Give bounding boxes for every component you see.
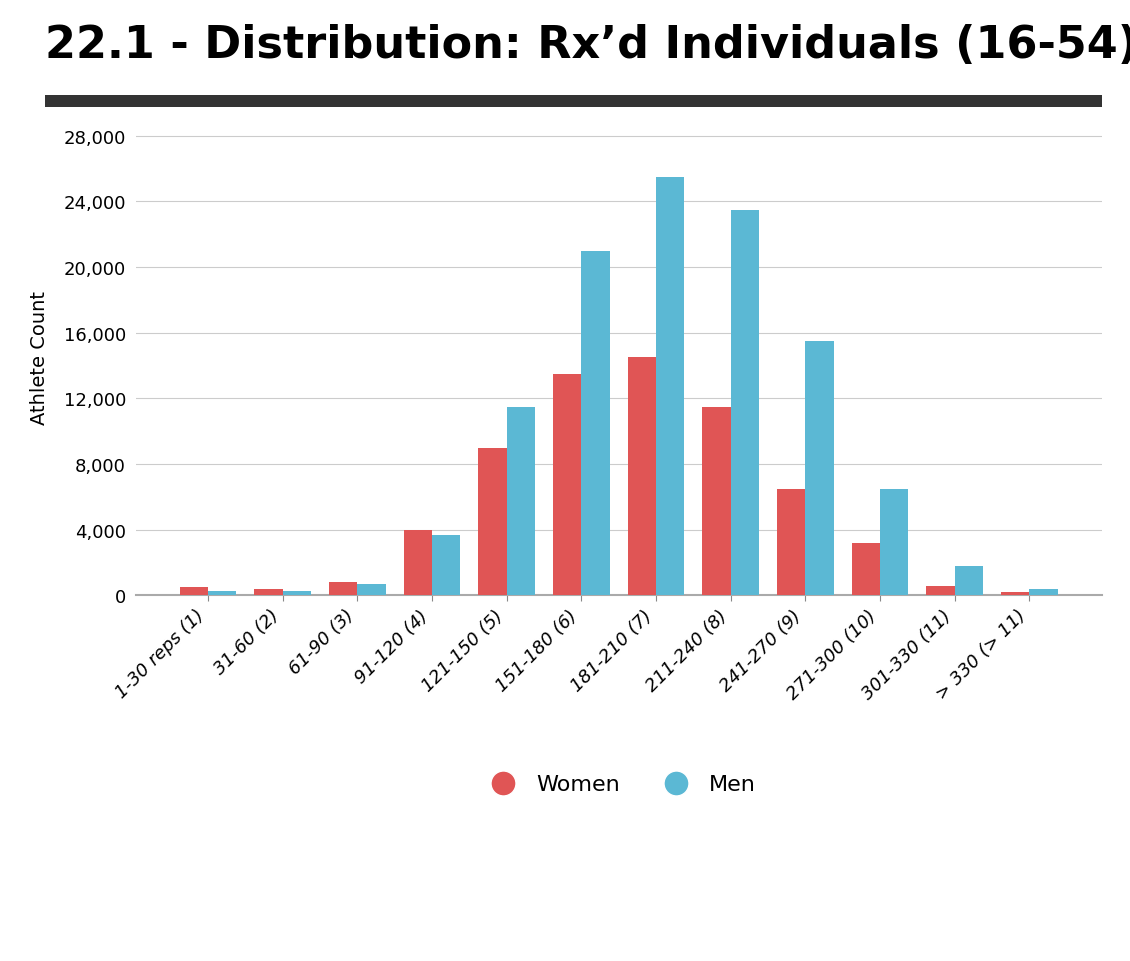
Bar (254, 589, 282, 596)
Bar (506, 407, 534, 596)
Text: 22.1 - Distribution: Rx’d Individuals (16-54): 22.1 - Distribution: Rx’d Individuals (1… (45, 24, 1130, 67)
Bar (1001, 593, 1029, 596)
Bar (357, 584, 385, 596)
Bar (806, 341, 834, 596)
Legend: Women, Men: Women, Men (472, 766, 765, 803)
Bar (553, 375, 581, 596)
Bar (703, 407, 731, 596)
Bar (927, 586, 955, 596)
Bar (329, 582, 357, 596)
Bar (180, 587, 208, 596)
Bar (657, 178, 685, 596)
Bar (1029, 589, 1058, 596)
Bar (478, 448, 506, 596)
Bar (627, 357, 657, 596)
Bar (880, 489, 909, 596)
Y-axis label: Athlete Count: Athlete Count (31, 291, 50, 425)
Bar (403, 530, 432, 596)
Bar (282, 591, 311, 596)
Bar (852, 543, 880, 596)
Bar (208, 591, 236, 596)
Bar (581, 252, 610, 596)
Bar (432, 535, 460, 596)
Bar (731, 210, 759, 596)
Bar (777, 489, 806, 596)
Bar (955, 566, 983, 596)
